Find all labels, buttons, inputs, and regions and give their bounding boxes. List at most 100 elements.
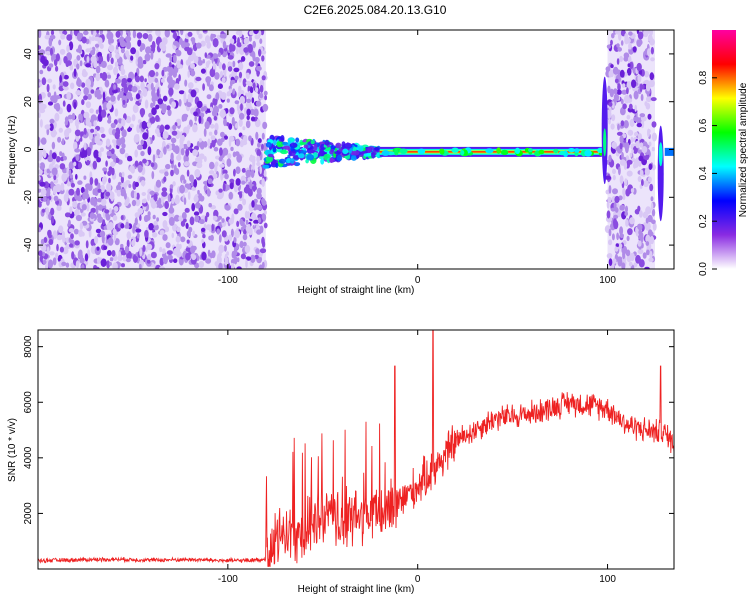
noise-blob xyxy=(84,253,89,262)
noise-blob xyxy=(617,83,621,91)
noise-blob xyxy=(243,229,247,235)
noise-blob xyxy=(63,193,69,203)
noise-blob xyxy=(257,214,263,219)
signal-blob xyxy=(280,149,289,155)
noise-blob xyxy=(123,85,129,94)
noise-blob xyxy=(85,63,92,68)
noise-blob xyxy=(612,168,616,175)
noise-blob xyxy=(70,182,75,188)
noise-blob xyxy=(264,95,267,101)
noise-blob xyxy=(207,178,213,185)
snr-x-label: Height of straight line (km) xyxy=(298,584,415,595)
noise-blob xyxy=(116,137,122,147)
noise-blob xyxy=(634,131,639,137)
noise-blob xyxy=(61,173,68,182)
noise-blob xyxy=(125,115,132,124)
noise-blob xyxy=(200,68,206,74)
noise-blob xyxy=(208,131,213,136)
noise-blob xyxy=(64,212,71,218)
noise-blob xyxy=(236,266,242,269)
noise-blob xyxy=(226,122,230,127)
noise-blob xyxy=(651,219,656,225)
noise-blob xyxy=(120,223,125,229)
noise-blob xyxy=(50,30,55,36)
noise-blob xyxy=(639,142,644,148)
noise-blob xyxy=(231,250,236,259)
noise-blob xyxy=(121,117,126,127)
noise-blob xyxy=(167,254,173,260)
noise-blob xyxy=(101,198,107,206)
noise-blob xyxy=(124,201,129,206)
noise-blob xyxy=(254,56,260,63)
noise-blob xyxy=(646,249,650,256)
noise-blob xyxy=(230,44,236,52)
noise-blob xyxy=(98,204,103,211)
noise-blob xyxy=(217,83,223,89)
noise-blob xyxy=(65,127,72,134)
noise-blob xyxy=(134,160,139,167)
spectrogram-y-ticks: -40 -20 0 20 40 xyxy=(23,48,674,252)
snr-y-ticks: 2000 4000 6000 8000 xyxy=(23,335,674,525)
noise-blob xyxy=(633,262,638,268)
noise-blob xyxy=(643,30,650,36)
noise-blob xyxy=(43,196,47,202)
noise-blob xyxy=(146,137,151,147)
noise-blob xyxy=(173,258,178,264)
noise-blob xyxy=(245,259,248,268)
noise-blob xyxy=(206,94,212,100)
noise-blob xyxy=(154,62,160,70)
noise-blob xyxy=(38,45,42,50)
noise-blob xyxy=(207,249,211,256)
noise-blob xyxy=(619,69,625,78)
noise-blob xyxy=(96,30,99,34)
noise-blob xyxy=(180,30,184,36)
noise-blob xyxy=(246,98,252,103)
signal-blob xyxy=(273,139,277,146)
noise-blob xyxy=(190,37,196,43)
noise-blob xyxy=(158,197,162,205)
noise-blob xyxy=(38,30,42,39)
noise-blob xyxy=(216,194,223,200)
noise-blob xyxy=(65,60,72,66)
noise-blob xyxy=(168,87,174,96)
x-tick-label: 0 xyxy=(415,574,421,585)
noise-blob xyxy=(186,102,192,108)
noise-blob xyxy=(65,262,70,268)
noise-blob xyxy=(76,122,79,130)
noise-blob xyxy=(38,163,41,168)
noise-blob xyxy=(261,199,267,206)
signal-blob xyxy=(272,147,277,153)
spike-inner xyxy=(603,128,607,157)
noise-blob xyxy=(183,91,187,101)
noise-blob xyxy=(209,161,215,170)
noise-blob xyxy=(88,121,92,128)
y-tick-label: 20 xyxy=(23,96,34,108)
noise-blob xyxy=(170,169,174,177)
noise-blob xyxy=(226,98,230,103)
noise-blob xyxy=(623,52,630,59)
noise-blob xyxy=(639,169,644,177)
noise-blob xyxy=(245,169,252,178)
noise-blob xyxy=(151,199,155,205)
noise-blob xyxy=(209,68,216,78)
noise-blob xyxy=(172,181,176,187)
noise-blob xyxy=(218,262,223,269)
noise-blob xyxy=(85,78,91,88)
noise-blob xyxy=(256,229,262,235)
noise-blob xyxy=(135,93,141,100)
noise-blob xyxy=(241,167,246,173)
noise-blob xyxy=(47,101,54,106)
noise-blob xyxy=(95,65,101,74)
noise-blob xyxy=(261,236,265,245)
noise-blob xyxy=(39,181,46,187)
noise-blob xyxy=(134,181,139,188)
noise-blob xyxy=(39,69,44,75)
noise-blob xyxy=(251,212,257,221)
noise-blob xyxy=(255,87,259,93)
noise-blob xyxy=(640,93,644,102)
noise-blob xyxy=(231,262,235,269)
noise-blob xyxy=(162,248,166,255)
x-tick-label: 0 xyxy=(415,275,421,286)
noise-blob xyxy=(140,139,144,146)
noise-blob xyxy=(628,103,633,110)
